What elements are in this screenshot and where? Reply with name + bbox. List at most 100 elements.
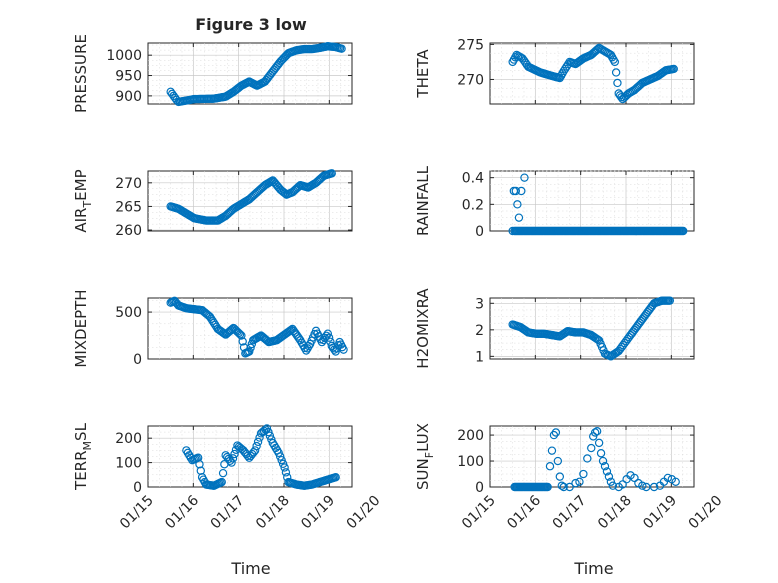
y-tick-label: 270 xyxy=(457,72,484,88)
data-point-terr_msl xyxy=(281,468,291,477)
data-point-terr_msl xyxy=(217,477,226,487)
data-point-sun_flux xyxy=(555,472,565,481)
data-point-sun_flux xyxy=(604,472,614,481)
y-tick-label: 900 xyxy=(115,89,142,105)
data-point-mixdepth xyxy=(294,334,304,343)
data-point-sun_flux xyxy=(565,482,574,492)
data-point-theta xyxy=(593,44,602,54)
y-tick-label: 200 xyxy=(457,428,484,444)
data-point-mixdepth xyxy=(303,344,312,353)
y-tick-label: 0 xyxy=(133,480,142,496)
data-point-theta xyxy=(519,56,529,65)
data-point-sun_flux xyxy=(638,481,647,490)
data-point-terr_msl xyxy=(252,441,261,451)
data-point-mixdepth xyxy=(324,333,334,342)
x-tick-label: 01/18 xyxy=(253,493,293,533)
data-point-sun_flux xyxy=(663,473,673,483)
y-tick-label: 270 xyxy=(115,176,142,192)
x-tick-label: 01/19 xyxy=(298,493,338,533)
data-point-mixdepth xyxy=(246,343,255,352)
y-axis-label-pressure: PRESSURE xyxy=(72,34,90,113)
x-tick-label: 01/15 xyxy=(459,493,499,533)
data-point-theta xyxy=(518,54,527,63)
data-point-mixdepth xyxy=(245,347,254,356)
data-point-mixdepth xyxy=(339,345,348,354)
subplot-sun_flux: 0 100 200 SUNFLUX 01/15 01/16 01/17 01/18 01/19 0… xyxy=(414,423,725,532)
y-axis-label-mixdepth: MIXDEPTH xyxy=(72,289,90,367)
y-axis-label-air_temp: AIRTEMP xyxy=(72,169,94,232)
data-point-mixdepth xyxy=(237,331,246,340)
data-point-terr_msl xyxy=(278,459,288,469)
y-tick-label: 260 xyxy=(115,223,142,239)
subplot-h2omixra: 1 2 3 H2OMIXRA xyxy=(414,288,695,369)
data-point-sun_flux xyxy=(649,482,659,492)
data-point-sun_flux xyxy=(547,446,557,455)
subplot-air_temp: 260 265 270 AIRTEMP xyxy=(72,169,353,239)
data-point-sun_flux xyxy=(553,456,563,466)
subplot-pressure: 900 950 1000 PRESSURE xyxy=(72,34,353,113)
data-point-sun_flux xyxy=(551,428,561,437)
x-tick-label: 01/19 xyxy=(640,493,680,533)
data-point-sun_flux xyxy=(559,482,568,492)
data-point-rainfall xyxy=(514,213,524,222)
data-point-terr_msl xyxy=(253,437,263,447)
data-point-sun_flux xyxy=(545,462,555,471)
subplot-theta: 270 275 THETA xyxy=(414,37,695,105)
data-point-mixdepth xyxy=(317,337,327,347)
y-axis-label-terr_msl: TERRMSL xyxy=(72,422,94,491)
data-point-terr_msl xyxy=(277,455,286,465)
y-tick-label: 200 xyxy=(115,431,142,447)
y-tick-label: 100 xyxy=(457,454,484,470)
data-point-sun_flux xyxy=(600,462,610,471)
data-point-sun_flux xyxy=(608,481,618,490)
data-point-theta xyxy=(610,57,620,67)
data-point-mixdepth xyxy=(320,333,330,343)
data-point-terr_msl xyxy=(274,448,283,458)
data-point-pressure xyxy=(337,44,346,53)
data-point-theta xyxy=(613,78,622,88)
x-tick-label: 01/15 xyxy=(117,493,157,533)
data-point-terr_msl xyxy=(243,451,252,461)
data-point-mixdepth xyxy=(234,328,243,338)
data-point-mixdepth xyxy=(323,329,333,338)
x-tick-label: 01/16 xyxy=(162,492,202,532)
data-point-h2omixra xyxy=(593,335,602,344)
y-axis-label-h2omixra: H2OMIXRA xyxy=(414,288,432,369)
figure-title: Figure 3 low xyxy=(195,15,307,34)
x-tick-label: 01/16 xyxy=(504,492,544,532)
data-point-mixdepth xyxy=(235,330,245,339)
y-tick-label: 0.2 xyxy=(462,197,484,213)
data-point-sun_flux xyxy=(592,426,602,436)
y-axis-label-rainfall: RAINFALL xyxy=(414,165,432,236)
y-tick-label: 950 xyxy=(115,69,142,85)
data-point-theta xyxy=(521,58,530,67)
y-tick-label: 1000 xyxy=(106,48,142,64)
data-point-sun_flux xyxy=(630,473,639,483)
data-point-mixdepth xyxy=(247,339,257,349)
x-axis-label-left: Time xyxy=(230,559,270,578)
data-point-rainfall xyxy=(517,186,526,196)
data-point-terr_msl xyxy=(275,452,285,461)
data-point-sun_flux xyxy=(583,454,592,463)
x-tick-label: 01/17 xyxy=(208,493,248,533)
data-point-rainfall xyxy=(678,226,688,236)
data-point-mixdepth xyxy=(238,337,247,346)
data-point-sun_flux xyxy=(571,478,580,488)
data-point-terr_msl xyxy=(228,454,238,463)
data-point-mixdepth xyxy=(285,326,295,336)
data-point-mixdepth xyxy=(302,346,311,355)
data-point-sun_flux xyxy=(671,477,680,487)
data-point-rainfall xyxy=(513,200,522,209)
axes-box-sun_flux xyxy=(489,425,695,488)
y-tick-label: 0 xyxy=(133,352,142,368)
y-tick-label: 3 xyxy=(475,296,484,312)
y-axis-label-sun_flux: SUNFLUX xyxy=(414,423,436,490)
data-point-sun_flux xyxy=(557,481,566,490)
data-point-terr_msl xyxy=(265,431,275,440)
data-point-rainfall xyxy=(520,173,529,182)
x-tick-label: 01/20 xyxy=(686,493,726,533)
y-tick-label: 1 xyxy=(475,349,484,365)
data-point-mixdepth xyxy=(220,329,229,338)
x-tick-label: 01/20 xyxy=(344,493,384,533)
